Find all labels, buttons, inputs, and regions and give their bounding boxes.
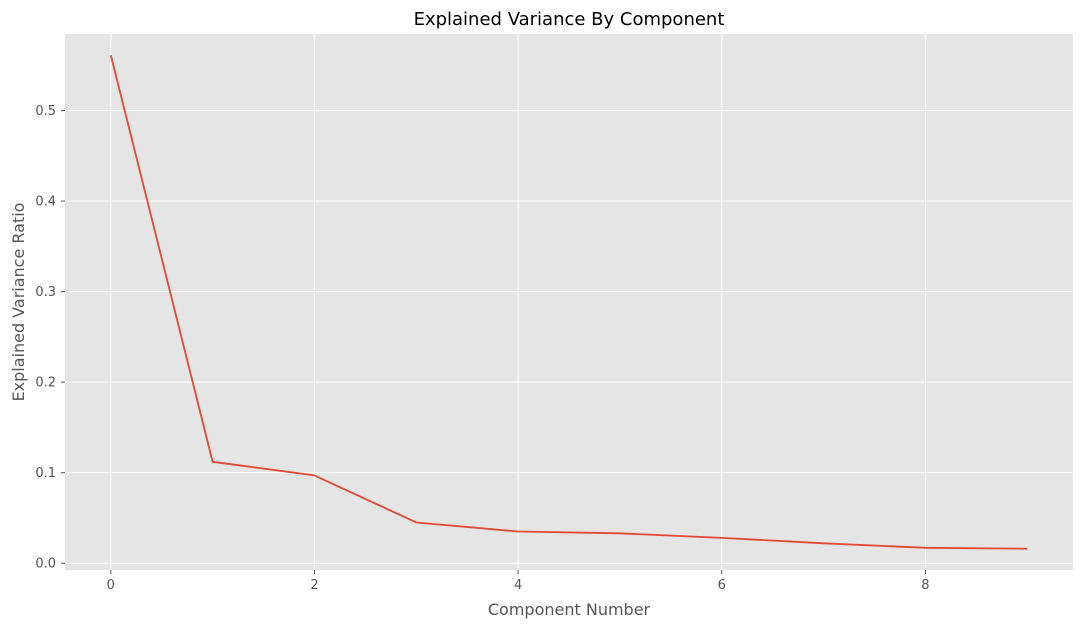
y-tick-label: 0.1	[35, 466, 56, 481]
grid-lines	[65, 34, 1073, 570]
x-tick-label: 2	[310, 578, 318, 593]
tick-marks: 0 2 4 6 8 0.0 0.1 0.2 0.3 0.4 0.5	[35, 104, 929, 593]
x-tick-label: 6	[718, 578, 726, 593]
x-tick-label: 0	[107, 578, 115, 593]
chart-title: Explained Variance By Component	[414, 9, 725, 30]
y-axis-label: Explained Variance Ratio	[9, 203, 28, 402]
y-tick-label: 0.4	[35, 195, 56, 210]
series-line	[109, 55, 1028, 550]
y-tick-label: 0.2	[35, 376, 56, 391]
y-tick-label: 0.5	[35, 104, 56, 119]
y-tick-label: 0.0	[35, 557, 56, 572]
x-tick-label: 4	[514, 578, 522, 593]
x-axis-label: Component Number	[488, 600, 651, 619]
x-tick-label: 8	[921, 578, 929, 593]
plot-background	[65, 34, 1073, 570]
y-tick-label: 0.3	[35, 285, 56, 300]
series-layer	[109, 55, 1028, 550]
